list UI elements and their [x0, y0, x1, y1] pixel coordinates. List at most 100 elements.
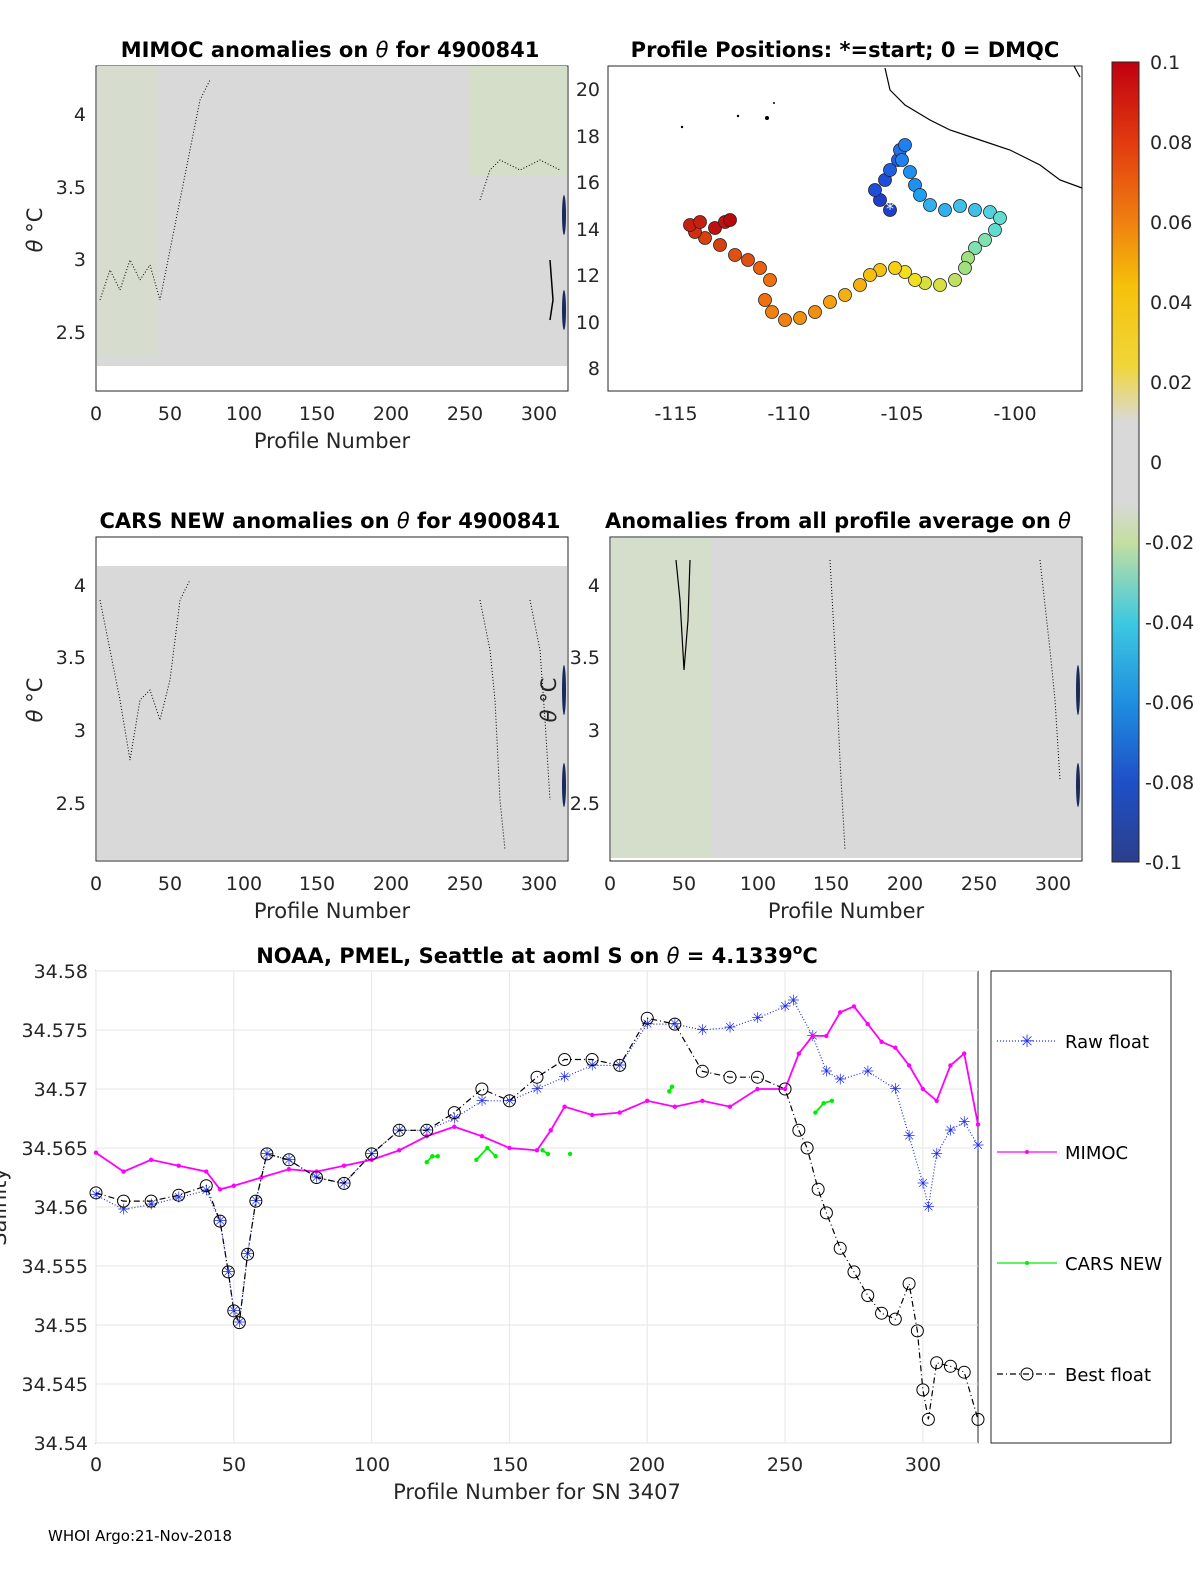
profile-position-marker: [863, 268, 877, 282]
panel-b-axes: [607, 65, 1083, 392]
legend-item-mimoc: MIMOC: [997, 1143, 1128, 1164]
profile-position-marker: [808, 305, 822, 319]
data-point: ✳: [751, 1009, 764, 1027]
data-point: [341, 1163, 347, 1168]
data-point: [452, 1124, 457, 1129]
data-point: [837, 1010, 843, 1015]
salinity-x-tick-labels: 0 50 100 150 200 250 300: [90, 1454, 941, 1476]
series-line: [95, 1005, 979, 1191]
series-line: [95, 999, 979, 1325]
data-point: [213, 1214, 227, 1228]
data-point: [640, 1011, 654, 1025]
data-point: [613, 1058, 627, 1072]
colorbar-tick: -0.06: [1145, 692, 1194, 714]
panel-c-ytick: 2.5: [56, 793, 86, 815]
panel-c-xtick: 50: [158, 873, 182, 895]
panel-b-ytick: 10: [576, 312, 600, 334]
data-point: [172, 1188, 186, 1202]
data-point: ✳: [261, 1145, 274, 1163]
panel-a-ytick: 3: [74, 249, 86, 271]
data-point: [672, 1104, 678, 1109]
data-point: [365, 1147, 379, 1161]
panel-d-y-tick-labels: 4 3.5 3 2.5: [570, 575, 600, 815]
data-point: [727, 1104, 733, 1109]
data-point: [217, 1187, 223, 1192]
data-point: ✳: [214, 1212, 227, 1230]
panel-b-xtick: -115: [654, 403, 697, 425]
profile-position-marker: [868, 183, 882, 197]
data-point: [865, 1021, 870, 1027]
data-point: [545, 1151, 551, 1157]
data-point: [475, 1082, 489, 1096]
panel-a-ytick: 3.5: [56, 177, 86, 199]
data-point: [447, 1106, 461, 1120]
panel-c-ytick: 4: [74, 575, 86, 597]
panel-a-xtick: 250: [447, 403, 483, 425]
point-icon: [1025, 1150, 1029, 1154]
colorbar-tick: 0.08: [1150, 132, 1192, 154]
salinity-y-tick-labels: 34.58 34.575 34.57 34.565 34.56 34.555 3…: [22, 961, 88, 1455]
data-point: [241, 1247, 255, 1261]
circle-icon: [1020, 1367, 1034, 1381]
panel-c-ylabel: θ °C: [23, 678, 47, 723]
legend-label: Raw float: [1065, 1032, 1149, 1053]
data-point: [782, 1086, 788, 1092]
data-point: [259, 1175, 264, 1180]
panel-d-xtick: 300: [1035, 873, 1071, 895]
data-point: [117, 1194, 131, 1208]
profile-position-marker: [698, 231, 712, 245]
data-point: [962, 1051, 967, 1056]
data-point: ✳: [779, 997, 792, 1015]
data-point: ✳: [503, 1092, 516, 1110]
data-point: ✳: [889, 1080, 902, 1098]
data-point: [847, 1265, 861, 1279]
data-point: ✳: [861, 1062, 874, 1080]
data-point: [821, 1100, 826, 1106]
data-point: ✳: [820, 1062, 833, 1080]
panel-d-xtick: 200: [887, 873, 923, 895]
salinity-ytick: 34.55: [34, 1315, 88, 1337]
panel-a-xtick: 200: [373, 403, 409, 425]
salinity-ytick: 34.54: [34, 1433, 88, 1455]
colorbar: 0.1 0.08 0.06 0.04 0.02 0 -0.02 -0.04 -0…: [1111, 52, 1194, 874]
data-point: [824, 1033, 829, 1039]
panel-b-ytick: 14: [576, 219, 600, 241]
data-point: [199, 1179, 213, 1193]
data-point: [669, 1084, 675, 1089]
data-point: ✳: [90, 1186, 103, 1204]
panel-b-x-tick-labels: -115 -110 -105 -100: [654, 403, 1036, 425]
data-point: ✳: [145, 1196, 158, 1214]
colorbar-tick: 0.06: [1150, 212, 1192, 234]
series-best-float: [89, 1011, 985, 1426]
salinity-ytick: 34.56: [34, 1197, 88, 1219]
data-point: [906, 1063, 912, 1068]
data-point: [567, 1151, 573, 1157]
salinity-ytick: 34.57: [34, 1079, 88, 1101]
profile-position-marker: [693, 215, 707, 229]
data-point: ✳: [917, 1174, 930, 1192]
panel-c-ytick: 3.5: [56, 647, 86, 669]
profile-position-marker: [823, 295, 837, 309]
data-point: [792, 1123, 806, 1137]
data-point: [861, 1289, 875, 1302]
panel-a-xtick: 300: [521, 403, 557, 425]
panel-a-ytick: 2.5: [56, 322, 86, 344]
data-point: [819, 1206, 833, 1220]
salinity-xtick: 250: [767, 1454, 803, 1476]
panel-d-xlabel: Profile Number: [768, 899, 925, 923]
panel-c-ytick: 3: [74, 720, 86, 742]
panel-c-x-tick-labels: 0 50 100 150 200 250 300: [90, 873, 557, 895]
panel-a-xtick: 0: [90, 403, 102, 425]
profile-position-marker: [948, 273, 962, 287]
data-point: ✳: [613, 1056, 626, 1074]
panel-cars-anomalies: CARS NEW anomalies on θ for 4900841 4 3.…: [23, 509, 569, 923]
panel-b-ytick: 16: [576, 172, 600, 194]
data-point: [502, 1094, 516, 1108]
data-point: [176, 1163, 181, 1168]
data-point: ✳: [117, 1200, 130, 1218]
panel-b-xtick: -100: [993, 403, 1036, 425]
colorbar-tick: 0.04: [1150, 292, 1192, 314]
panel-a-xtick: 100: [226, 403, 262, 425]
colorbar-tick: -0.02: [1145, 532, 1194, 554]
colorbar-gradient: [1111, 61, 1140, 863]
